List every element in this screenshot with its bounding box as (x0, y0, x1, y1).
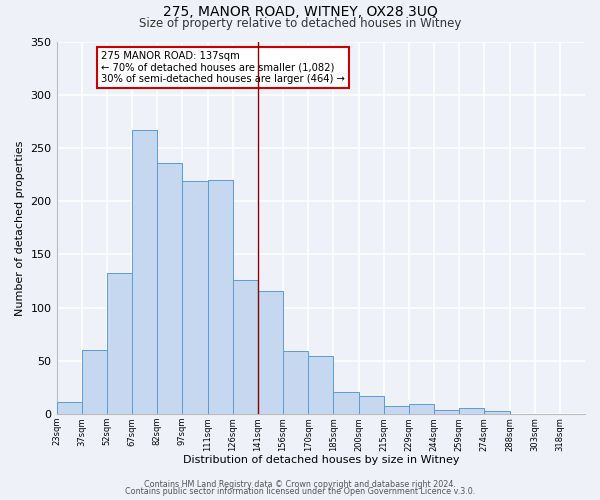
Bar (56, 402, 82, 414)
Bar (434, 410, 459, 414)
Y-axis label: Number of detached properties: Number of detached properties (15, 140, 25, 316)
Bar (484, 411, 509, 414)
Bar (182, 181, 208, 414)
Bar (258, 290, 283, 414)
Bar (409, 404, 434, 414)
Bar (107, 272, 132, 414)
Text: Contains public sector information licensed under the Open Government Licence v.: Contains public sector information licen… (125, 487, 475, 496)
Bar (208, 180, 233, 414)
Bar (359, 396, 383, 414)
Bar (459, 408, 484, 414)
Bar (82, 350, 107, 414)
Bar (132, 130, 157, 414)
Text: Size of property relative to detached houses in Witney: Size of property relative to detached ho… (139, 18, 461, 30)
X-axis label: Distribution of detached houses by size in Witney: Distribution of detached houses by size … (182, 455, 459, 465)
Text: 275, MANOR ROAD, WITNEY, OX28 3UQ: 275, MANOR ROAD, WITNEY, OX28 3UQ (163, 5, 437, 19)
Bar (283, 352, 308, 414)
Bar (157, 163, 182, 414)
Bar (308, 356, 334, 414)
Text: Contains HM Land Registry data © Crown copyright and database right 2024.: Contains HM Land Registry data © Crown c… (144, 480, 456, 489)
Bar (334, 392, 359, 414)
Bar (383, 406, 409, 414)
Text: 275 MANOR ROAD: 137sqm
← 70% of detached houses are smaller (1,082)
30% of semi-: 275 MANOR ROAD: 137sqm ← 70% of detached… (101, 51, 346, 84)
Bar (233, 280, 258, 414)
